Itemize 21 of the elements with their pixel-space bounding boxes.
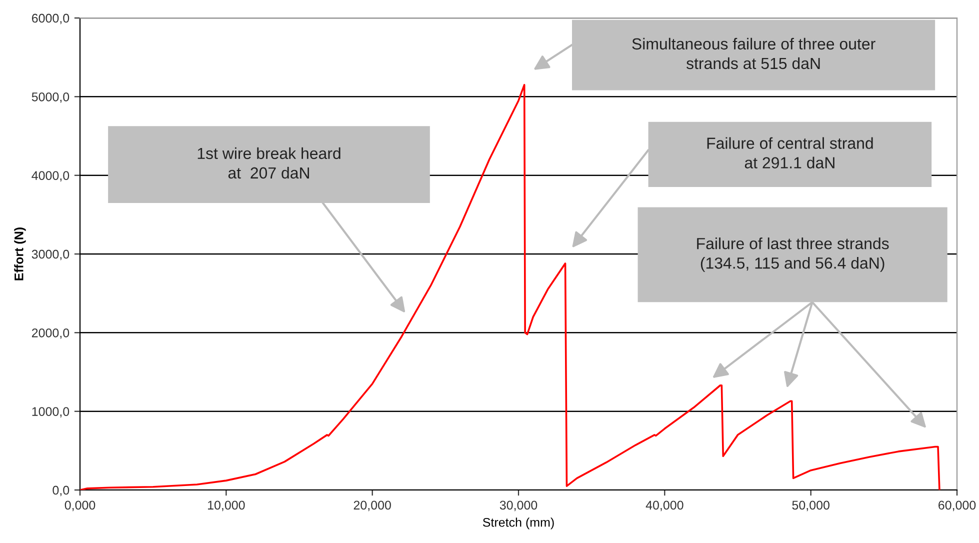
line-series (80, 84, 940, 490)
y-tick-label: 4000,0 (32, 171, 70, 182)
y-tick-label: 6000,0 (32, 14, 70, 24)
x-tick-label: 30,000 (500, 500, 538, 512)
x-tick-label: 10,000 (208, 500, 245, 512)
y-tick-label: 5000,0 (32, 92, 70, 103)
x-tick-label: 60,000 (938, 500, 976, 512)
y-tick-label: 0,0 (52, 486, 70, 496)
x-axis-title: Stretch (mm) (482, 518, 554, 530)
x-tick-label: 50,000 (792, 500, 830, 512)
annotation: Simultaneous failure of three outer strands at 515 daN (632, 38, 876, 70)
annotation: 1st wire break heard at 207 daN (198, 147, 340, 179)
y-tick-label: 2000,0 (32, 328, 70, 339)
y-axis-title: Effort (N) (14, 228, 26, 280)
annotation: Failure of last three strands (134.5, 115 and 56.4 daN) (697, 238, 889, 272)
x-tick-label: 0,000 (64, 500, 96, 512)
x-tick-label: 40,000 (646, 500, 684, 512)
annotation: Failure of central strand at 291.1 daN (707, 137, 873, 168)
y-tick-label: 1000,0 (32, 407, 70, 418)
x-tick-label: 20,000 (354, 500, 391, 512)
y-tick-label: 3000,0 (32, 250, 70, 260)
